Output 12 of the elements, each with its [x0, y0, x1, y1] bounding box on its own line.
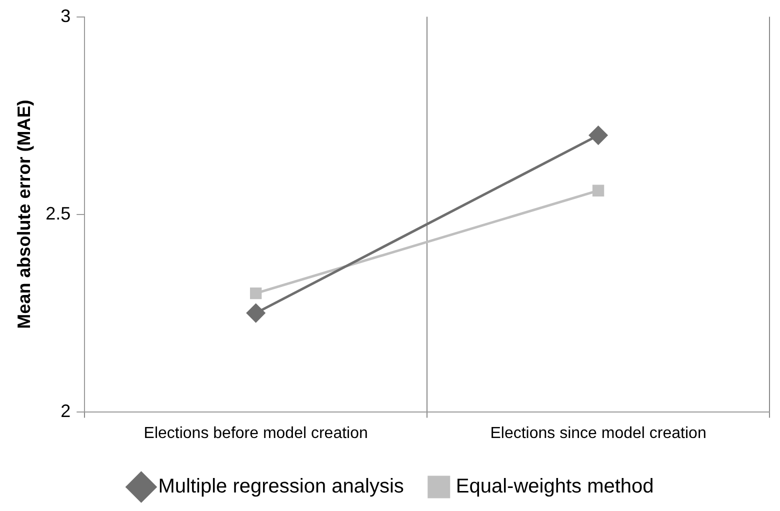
x-tick-label: Elections before model creation — [144, 424, 368, 442]
point — [250, 287, 262, 300]
y-tick-label: 3 — [60, 6, 71, 26]
y-tick-label: 2.5 — [46, 203, 71, 224]
legend-label: Multiple regression analysis — [158, 476, 404, 498]
legend-label: Equal-weights method — [456, 476, 654, 498]
point — [589, 126, 608, 145]
point — [246, 304, 266, 322]
y-axis-title: Mean absolute error (MAE) — [14, 100, 34, 329]
x-tick-label: Elections since model creation — [490, 424, 706, 442]
y-tick-label: 2 — [60, 400, 71, 421]
point — [592, 184, 604, 196]
